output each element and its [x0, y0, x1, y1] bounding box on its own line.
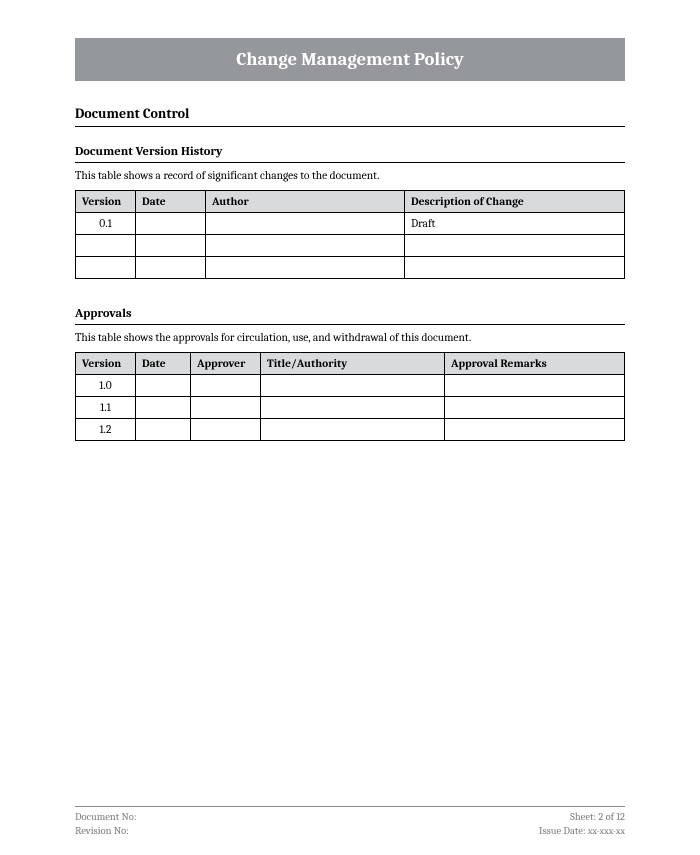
cell: [136, 257, 206, 279]
cell: [445, 375, 625, 397]
table-row: Version Date Author Description of Chang…: [76, 191, 625, 213]
subheading-version-history: Document Version History: [75, 145, 625, 163]
subheading-approvals: Approvals: [75, 307, 625, 325]
th-version: Version: [76, 353, 136, 375]
cell: [136, 419, 191, 441]
table-row: 0.1 Draft: [76, 213, 625, 235]
cell: [76, 235, 136, 257]
cell: [191, 397, 261, 419]
cell: [206, 213, 405, 235]
footer-doc-no: Document No:: [75, 810, 137, 824]
cell: Draft: [405, 213, 625, 235]
th-author: Author: [206, 191, 405, 213]
cell: [445, 419, 625, 441]
footer-issue: Issue Date: xx-xxx-xx: [539, 824, 625, 839]
cell: [136, 235, 206, 257]
cell: [405, 257, 625, 279]
table-row: Version Date Approver Title/Authority Ap…: [76, 353, 625, 375]
cell: [261, 419, 445, 441]
table-row: 1.1: [76, 397, 625, 419]
th-date: Date: [136, 191, 206, 213]
cell: [206, 235, 405, 257]
cell: [136, 375, 191, 397]
cell: [405, 235, 625, 257]
caption-approvals: This table shows the approvals for circu…: [75, 331, 625, 344]
cell: [261, 397, 445, 419]
table-approvals: Version Date Approver Title/Authority Ap…: [75, 352, 625, 441]
cell: 1.2: [76, 419, 136, 441]
page-title: Change Management Policy: [75, 38, 625, 81]
cell: [445, 397, 625, 419]
cell: [261, 375, 445, 397]
cell: 1.1: [76, 397, 136, 419]
footer-rev-no: Revision No:: [75, 824, 137, 838]
section-heading-doc-control: Document Control: [75, 105, 625, 127]
cell: 1.0: [76, 375, 136, 397]
cell: 0.1: [76, 213, 136, 235]
th-version: Version: [76, 191, 136, 213]
page-footer: Document No: Revision No: Sheet: 2 of 12…: [75, 806, 625, 839]
cell: [191, 375, 261, 397]
caption-version-history: This table shows a record of significant…: [75, 169, 625, 182]
table-row: 1.2: [76, 419, 625, 441]
table-row: 1.0: [76, 375, 625, 397]
cell: [76, 257, 136, 279]
cell: [136, 213, 206, 235]
th-title: Title/Authority: [261, 353, 445, 375]
th-desc: Description of Change: [405, 191, 625, 213]
cell: [136, 397, 191, 419]
th-remarks: Approval Remarks: [445, 353, 625, 375]
th-approver: Approver: [191, 353, 261, 375]
table-row: [76, 235, 625, 257]
cell: [191, 419, 261, 441]
th-date: Date: [136, 353, 191, 375]
cell: [206, 257, 405, 279]
table-version-history: Version Date Author Description of Chang…: [75, 190, 625, 279]
table-row: [76, 257, 625, 279]
footer-sheet: Sheet: 2 of 12: [539, 810, 625, 824]
